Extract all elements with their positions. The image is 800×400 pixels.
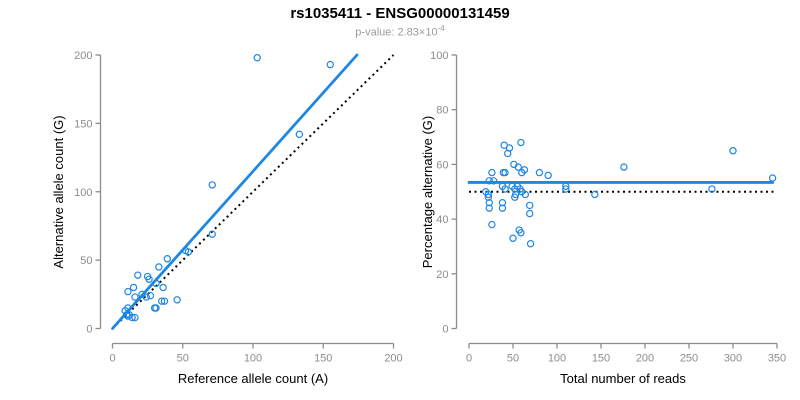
y-tick-label: 20 — [436, 269, 448, 281]
x-tick-label: 350 — [768, 353, 786, 365]
data-point — [157, 297, 166, 305]
data-point — [146, 291, 155, 300]
x-tick-label: 0 — [466, 353, 472, 365]
y-tick-label: 0 — [86, 324, 92, 336]
left-x-axis-title: Reference allele count (A) — [177, 371, 329, 386]
data-point — [128, 313, 136, 322]
data-point — [562, 185, 570, 193]
left-y-axis-title: Alternative allele count (G) — [51, 115, 66, 269]
y-tick-label: 50 — [80, 255, 92, 267]
data-point — [488, 220, 496, 229]
data-point — [501, 185, 509, 193]
data-point — [504, 149, 512, 158]
pvalue-label: p-value: — [355, 26, 398, 39]
x-tick-label: 50 — [507, 353, 519, 365]
x-tick-label: 250 — [680, 353, 698, 365]
data-point — [526, 209, 534, 218]
y-tick-label: 200 — [74, 50, 92, 62]
data-point — [708, 185, 716, 193]
data-point — [526, 240, 535, 248]
x-tick-label: 200 — [384, 353, 402, 365]
data-point — [591, 190, 599, 199]
data-point — [160, 297, 169, 305]
data-point — [155, 263, 163, 271]
data-point — [514, 163, 522, 171]
data-point — [129, 283, 138, 292]
data-point — [521, 190, 530, 199]
data-point — [498, 198, 507, 207]
x-tick-label: 100 — [244, 353, 262, 365]
fit-line — [111, 53, 359, 330]
pvalue-subtitle: p-value: 2.83×10-4 — [0, 24, 800, 39]
right-plot: 0 20 40 60 80 100 0 50 100 150 200 250 300 350 — [430, 50, 786, 365]
data-point — [768, 174, 777, 182]
data-point — [729, 147, 737, 155]
data-point — [134, 271, 142, 279]
x-tick-label: 50 — [177, 353, 189, 365]
data-point — [544, 171, 552, 180]
y-tick-label: 100 — [430, 50, 448, 62]
data-point — [208, 230, 216, 238]
data-point — [131, 293, 139, 301]
right-x-axis-title: Total number of reads — [560, 371, 686, 386]
data-point — [152, 304, 160, 312]
x-tick-label: 300 — [724, 353, 742, 365]
pvalue-exponent: -4 — [437, 24, 445, 33]
x-tick-label: 0 — [109, 353, 115, 365]
data-point — [159, 283, 167, 292]
data-point — [484, 193, 493, 201]
y-tick-label: 60 — [436, 159, 448, 171]
data-point — [535, 168, 544, 177]
data-point — [124, 287, 132, 296]
data-point — [485, 177, 493, 185]
data-point — [485, 204, 493, 212]
x-tick-label: 100 — [548, 353, 566, 365]
data-point — [145, 275, 153, 283]
data-point — [142, 293, 150, 301]
pvalue-value: 2.83×10 — [397, 26, 438, 39]
right-y-axis-title: Percentage alternative (G) — [420, 115, 435, 269]
data-point — [517, 138, 525, 147]
data-point — [326, 60, 334, 69]
data-point — [511, 193, 519, 201]
data-point — [163, 255, 171, 263]
data-point — [122, 311, 131, 319]
data-point — [253, 54, 261, 62]
y-tick-label: 0 — [442, 324, 448, 336]
page-title: rs1035411 - ENSG00000131459 — [290, 5, 510, 22]
data-point — [620, 163, 628, 171]
data-point — [509, 234, 517, 242]
data-point — [131, 313, 139, 322]
x-tick-label: 200 — [636, 353, 654, 365]
data-point — [489, 177, 498, 185]
data-point — [485, 198, 493, 207]
data-point — [295, 130, 304, 139]
data-point — [498, 204, 507, 212]
data-point — [501, 168, 509, 177]
data-point — [208, 181, 216, 189]
data-point — [173, 296, 181, 304]
y-tick-label: 80 — [436, 105, 448, 117]
data-point — [484, 190, 493, 199]
data-point — [488, 168, 496, 177]
y-tick-label: 100 — [74, 187, 92, 199]
left-plot: 0 50 100 150 200 0 50 100 150 200 — [74, 50, 403, 365]
y-tick-label: 150 — [74, 118, 92, 130]
data-point — [152, 279, 160, 288]
data-point — [562, 182, 570, 190]
data-point — [124, 312, 132, 320]
data-point — [517, 229, 525, 237]
data-point — [526, 201, 534, 210]
x-tick-label: 150 — [592, 353, 610, 365]
data-point — [184, 248, 193, 256]
data-point — [520, 166, 529, 174]
y-tick-label: 40 — [436, 214, 448, 226]
x-tick-label: 150 — [314, 353, 332, 365]
reference-line — [111, 54, 395, 330]
